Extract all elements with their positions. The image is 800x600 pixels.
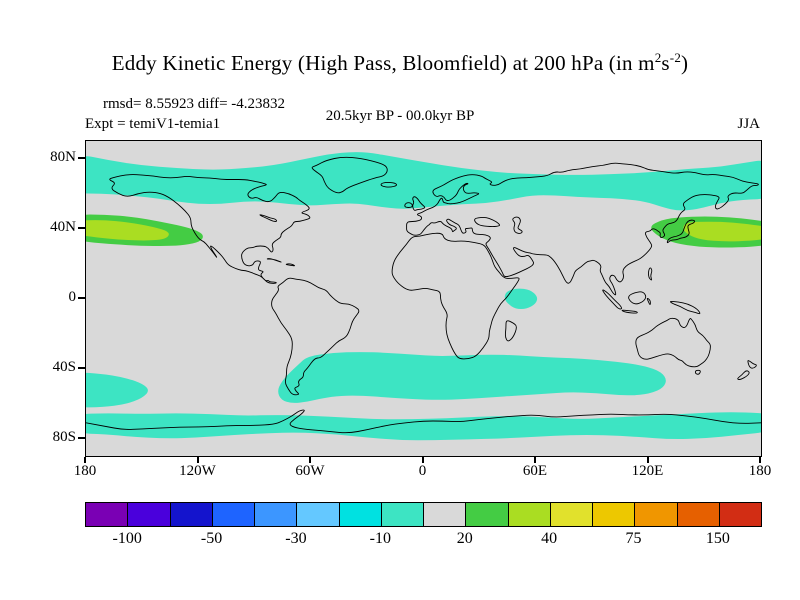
colorbar-label: -100: [112, 530, 142, 547]
colorbar-cell-7: [381, 503, 424, 526]
x-axis-label: 120W: [179, 463, 216, 479]
coastline-africa: [391, 232, 520, 360]
y-axis-label: 40S: [52, 358, 76, 375]
colorbar-label: 20: [456, 530, 473, 547]
x-axis-tick: [534, 457, 536, 463]
coastline-north-america: [109, 174, 311, 284]
region-indian-ocean-negative: [504, 288, 538, 309]
y-axis-tick: [78, 156, 85, 159]
x-axis-tick: [646, 457, 649, 463]
y-axis-label: 40N: [50, 218, 76, 235]
y-axis-tick: [78, 436, 85, 439]
y-axis-tick: [78, 366, 85, 369]
colorbar-cell-3: [212, 503, 255, 526]
coastline-antarctica: [86, 409, 761, 434]
coastline-japan: [666, 219, 696, 244]
coastline-greenland: [311, 156, 388, 194]
colorbar-cell-4: [255, 503, 298, 526]
x-axis-label: 180: [73, 463, 97, 479]
region-antarctic-negative: [86, 412, 761, 441]
coastline-hispaniola: [285, 263, 296, 267]
coastline-ireland: [404, 202, 413, 208]
colorbar-cell-14: [677, 503, 720, 526]
colorbar-cell-1: [128, 503, 171, 526]
experiment-label: Expt = temiV1-temia1: [85, 116, 221, 132]
colorbar-cell-2: [170, 503, 213, 526]
colorbar-cell-9: [466, 503, 509, 526]
y-axis-tick: [78, 296, 85, 299]
colorbar-cell-5: [297, 503, 340, 526]
colorbar-cell-13: [635, 503, 678, 526]
colorbar-cell-12: [593, 503, 636, 526]
colorbar-label: 150: [705, 530, 730, 547]
coastline-iceland: [380, 181, 397, 188]
region-north-band-negative: [86, 152, 761, 211]
coastline-philippines: [648, 267, 653, 281]
region-nepacific-positive-core: [86, 220, 169, 241]
coastline-cuba: [266, 258, 282, 263]
colorbar-cell-15: [719, 503, 761, 526]
coastline-eurasia: [406, 162, 759, 296]
coastline-madagascar: [504, 320, 517, 342]
lake-great-lakes: [259, 214, 278, 222]
x-axis-tick: [759, 457, 761, 463]
coastline-britain: [412, 196, 426, 211]
region-eastasia-positive-core: [683, 221, 761, 242]
colorbar-label: 75: [625, 530, 642, 547]
coastline-australia: [635, 317, 711, 368]
title-text: Eddy Kinetic Energy (High Pass, Bloomfie…: [111, 51, 655, 75]
coastline-tasmania: [694, 369, 701, 375]
region-south-midlat-negative: [278, 352, 666, 403]
lake-caspian-sea: [512, 216, 523, 234]
title-text-close: ): [681, 51, 689, 75]
x-axis-label: 180: [748, 463, 772, 479]
x-axis-label: 60E: [522, 463, 548, 479]
coastline-sulawesi: [646, 297, 651, 305]
title-superscript-2: 2: [654, 50, 662, 65]
colorbar-cell-6: [339, 503, 382, 526]
stats-line: rmsd= 8.55923 diff= -4.23832: [103, 96, 286, 112]
colorbar-label: -50: [200, 530, 223, 547]
y-axis-label: 0: [68, 288, 77, 305]
map-plot: [85, 140, 762, 457]
region-sepacific-negative: [86, 372, 148, 408]
colorbar-label: -10: [369, 530, 391, 547]
colorbar: [85, 502, 762, 527]
x-axis-label: 120E: [631, 463, 664, 479]
season-label: JJA: [737, 116, 760, 132]
coastline-new-zealand-south: [737, 370, 750, 380]
title-text-s: s: [661, 51, 670, 75]
x-axis-tick: [309, 457, 311, 463]
title-superscript-minus2: -2: [669, 50, 682, 65]
map-canvas: [86, 141, 761, 456]
colorbar-cell-0: [86, 503, 129, 526]
colorbar-cell-11: [550, 503, 593, 526]
x-axis-label: 0: [418, 463, 427, 479]
x-axis-label: 60W: [295, 463, 325, 479]
coastline-java: [621, 309, 638, 314]
coastline-borneo: [628, 291, 647, 305]
x-axis-tick: [421, 457, 424, 463]
y-axis-label: 80S: [52, 428, 76, 445]
colorbar-cell-10: [508, 503, 551, 526]
x-axis-tick: [84, 457, 86, 463]
y-axis-label: 80N: [50, 148, 76, 165]
figure-title: Eddy Kinetic Energy (High Pass, Bloomfie…: [0, 50, 800, 76]
period-label: 20.5kyr BP - 00.0kyr BP: [325, 108, 475, 124]
colorbar-cell-8: [424, 503, 467, 526]
y-axis-tick: [78, 226, 85, 229]
colorbar-label: 40: [541, 530, 558, 547]
coastline-new-zealand-north: [747, 360, 757, 369]
coastline-new-guinea: [670, 301, 701, 315]
x-axis-tick: [196, 457, 199, 463]
colorbar-label: -30: [285, 530, 307, 547]
lake-black-sea: [474, 217, 501, 227]
coastline-sumatra: [602, 289, 623, 310]
coastline-south-america: [271, 277, 360, 396]
